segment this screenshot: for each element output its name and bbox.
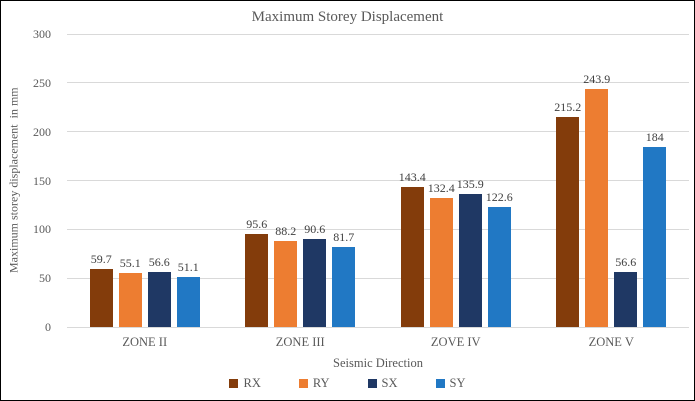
bar-group-zone-v: 215.2 243.9 56.6 184	[534, 34, 690, 327]
gridline-0	[67, 326, 689, 328]
data-label: 88.2	[275, 223, 297, 238]
data-label: 95.6	[246, 216, 268, 231]
data-label: 56.6	[148, 254, 170, 269]
data-label: 215.2	[554, 99, 582, 114]
bar-ry-zone-v: 243.9	[583, 72, 610, 327]
bar-ry-zone-iii: 88.2	[274, 224, 298, 327]
bar-group-zone-ii: 59.7 55.1 56.6 51.1	[67, 34, 223, 327]
legend-swatch-sy	[435, 379, 445, 388]
bar-ry-zone-ii: 55.1	[118, 256, 142, 327]
legend: RX RY SX SY	[1, 376, 694, 391]
plot-area: 59.7 55.1 56.6 51.1 95.6 88.2 90.6 81.7 143.4 132…	[67, 33, 689, 328]
legend-swatch-rx	[229, 379, 239, 388]
gridline-300	[67, 33, 689, 35]
legend-item-ry: RY	[298, 376, 330, 391]
data-label: 122.6	[485, 190, 513, 205]
data-label: 132.4	[427, 180, 455, 195]
bar-sx-zove-iv: 135.9	[457, 177, 484, 327]
bar-sx-zone-v: 56.6	[614, 255, 638, 327]
bar-sx-zone-iii: 90.6	[303, 222, 327, 327]
x-axis-title: Seismic Direction	[333, 356, 423, 370]
bar-ry-zove-iv: 132.4	[428, 181, 455, 327]
y-tick-label-50: 50	[39, 271, 51, 286]
y-tick-label-250: 250	[33, 75, 51, 90]
y-tick-label-150: 150	[33, 173, 51, 188]
bar-sy-zove-iv: 122.6	[486, 190, 513, 327]
legend-item-sx: SX	[367, 376, 398, 391]
gridline-200	[67, 131, 689, 133]
data-label: 59.7	[90, 251, 112, 266]
legend-item-sy: SY	[435, 376, 466, 391]
data-label: 243.9	[583, 71, 611, 86]
y-tick-label-0: 0	[45, 320, 51, 334]
legend-label-rx: RX	[243, 376, 261, 390]
bar-rx-zove-iv: 143.4	[399, 170, 426, 327]
bar-rx-zone-iii: 95.6	[245, 217, 269, 327]
y-tick-label-200: 200	[33, 124, 51, 139]
data-label: 184	[645, 130, 664, 145]
legend-label-sy: SY	[449, 376, 466, 390]
bar-rx-zone-v: 215.2	[554, 100, 581, 327]
data-label: 90.6	[304, 221, 326, 236]
data-label: 143.4	[398, 169, 426, 184]
legend-swatch-sx	[367, 379, 377, 388]
bar-rx-zone-ii: 59.7	[89, 252, 113, 327]
bar-groups: 59.7 55.1 56.6 51.1 95.6 88.2 90.6 81.7 143.4 132…	[67, 34, 689, 327]
y-axis-tick-labels: 0 50 100 150 200 250 300	[1, 27, 59, 334]
bar-group-zove-iv: 143.4 132.4 135.9 122.6	[378, 34, 534, 327]
data-label: 135.9	[456, 177, 484, 192]
category-label-zove-iv: ZOVE IV	[430, 335, 481, 349]
category-label-zone-v: ZONE V	[588, 335, 634, 349]
y-tick-label-300: 300	[33, 27, 51, 41]
legend-label-sx: SX	[381, 376, 398, 390]
gridline-50	[67, 277, 689, 279]
legend-label-ry: RY	[312, 376, 330, 390]
x-axis-category-labels: ZONE II ZONE III ZOVE IV ZONE V	[67, 335, 689, 350]
gridline-250	[67, 82, 689, 84]
bar-sy-zone-ii: 51.1	[176, 260, 200, 327]
data-label: 51.1	[177, 260, 199, 275]
chart-title: Maximum Storey Displacement	[251, 9, 444, 25]
data-label: 55.1	[119, 256, 141, 271]
legend-item-rx: RX	[229, 376, 261, 391]
data-label: 81.7	[333, 230, 355, 245]
bar-sy-zone-iii: 81.7	[332, 230, 356, 327]
y-tick-label-100: 100	[33, 222, 51, 237]
gridline-150	[67, 180, 689, 181]
category-label-zone-iii: ZONE III	[275, 335, 325, 349]
bar-sx-zone-ii: 56.6	[147, 255, 171, 327]
bar-group-zone-iii: 95.6 88.2 90.6 81.7	[223, 34, 379, 327]
data-label: 56.6	[615, 254, 637, 269]
gridline-100	[67, 228, 689, 230]
legend-swatch-ry	[298, 379, 308, 388]
category-label-zone-ii: ZONE II	[122, 335, 168, 349]
bar-sy-zone-v: 184	[643, 130, 667, 327]
